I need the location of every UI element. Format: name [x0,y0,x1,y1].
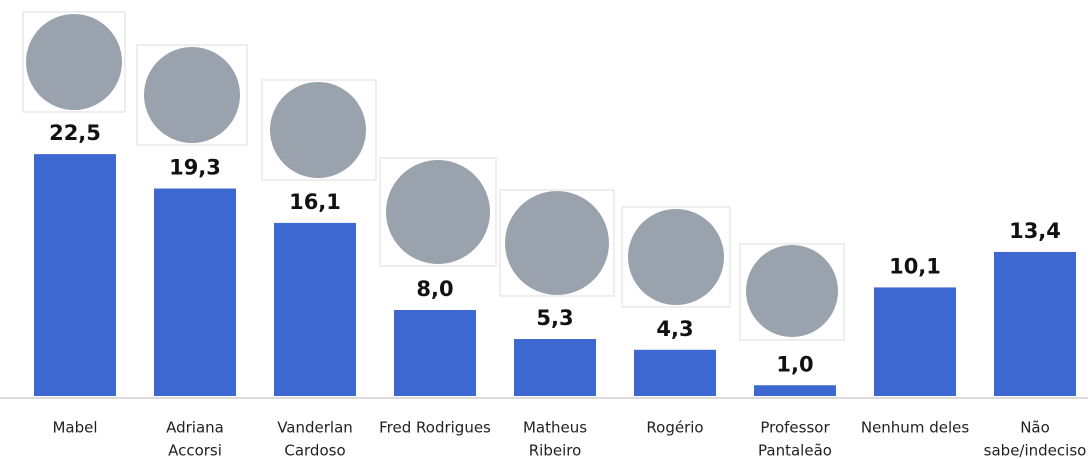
candidate-photo [26,14,122,110]
x-tick-label: Mabel [52,419,97,437]
bar [394,310,476,396]
value-label: 8,0 [416,277,453,301]
x-tick-label: Cardoso [284,442,345,459]
x-tick-label: Adriana [166,419,224,437]
candidate-photo [144,47,240,143]
x-tick-label: Fred Rodrigues [379,419,491,437]
value-label: 16,1 [289,190,341,214]
value-label: 22,5 [49,121,101,145]
x-tick-label: Rogério [646,419,703,437]
x-tick-label: Matheus [523,419,587,437]
page: 22,5 Mabel 19,3 Adriana Accorsi 16,1 Vanderlan… [0,0,1088,459]
x-tick-label: Professor [760,419,830,437]
bar [514,339,596,396]
candidate-photo [386,160,490,264]
x-tick-label: Não [1020,419,1050,437]
bar [634,350,716,396]
candidate-photo [270,82,366,178]
bar [34,154,116,396]
value-label: 10,1 [889,254,941,278]
value-label: 13,4 [1009,219,1061,243]
bar [274,223,356,396]
x-tick-label: sabe/indeciso [984,442,1087,459]
candidate-photo [505,191,609,295]
value-label: 1,0 [776,352,813,376]
bar [154,189,236,396]
x-tick-label: Nenhum deles [861,419,969,437]
x-tick-label: Accorsi [168,442,222,459]
value-label: 4,3 [656,317,693,341]
x-tick-label: Pantaleão [758,442,832,459]
bar [994,252,1076,396]
x-tick-label: Vanderlan [277,419,353,437]
candidate-photo [628,209,724,305]
bar [754,385,836,396]
value-label: 5,3 [536,306,573,330]
chart: 22,5 Mabel 19,3 Adriana Accorsi 16,1 Vanderlan… [0,0,1088,459]
x-tick-label: Ribeiro [529,442,582,459]
candidate-photo [746,245,838,337]
bar [874,287,956,396]
value-label: 19,3 [169,156,221,180]
